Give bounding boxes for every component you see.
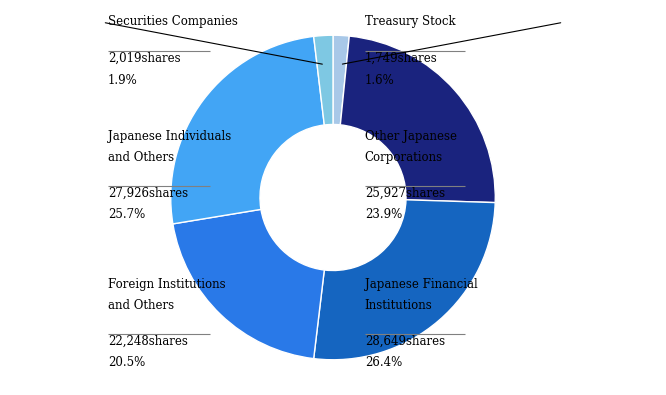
Text: Japanese Individuals: Japanese Individuals: [108, 130, 231, 143]
Text: 25.7%: 25.7%: [108, 208, 145, 221]
Text: Securities Companies: Securities Companies: [108, 15, 238, 28]
Wedge shape: [170, 36, 324, 224]
Text: 1,749shares: 1,749shares: [365, 52, 438, 65]
Wedge shape: [173, 209, 324, 359]
Wedge shape: [333, 35, 349, 125]
Text: 1.9%: 1.9%: [108, 73, 138, 87]
Text: 28,649shares: 28,649shares: [365, 335, 445, 348]
Text: 1.6%: 1.6%: [365, 73, 394, 87]
Wedge shape: [314, 35, 333, 125]
Text: 22,248shares: 22,248shares: [108, 335, 188, 348]
Text: 27,926shares: 27,926shares: [108, 186, 188, 199]
Text: Japanese Financial: Japanese Financial: [365, 278, 478, 291]
Text: Corporations: Corporations: [365, 151, 443, 164]
Text: 26.4%: 26.4%: [365, 356, 402, 369]
Text: Foreign Institutions: Foreign Institutions: [108, 278, 226, 291]
Text: Other Japanese: Other Japanese: [365, 130, 457, 143]
Wedge shape: [340, 36, 496, 203]
Text: Treasury Stock: Treasury Stock: [365, 15, 456, 28]
Text: Institutions: Institutions: [365, 299, 432, 312]
Text: 2,019shares: 2,019shares: [108, 52, 180, 65]
Text: and Others: and Others: [108, 299, 174, 312]
Wedge shape: [314, 200, 496, 360]
Text: 25,927shares: 25,927shares: [365, 186, 445, 199]
Text: and Others: and Others: [108, 151, 174, 164]
Text: 23.9%: 23.9%: [365, 208, 402, 221]
Text: 20.5%: 20.5%: [108, 356, 145, 369]
